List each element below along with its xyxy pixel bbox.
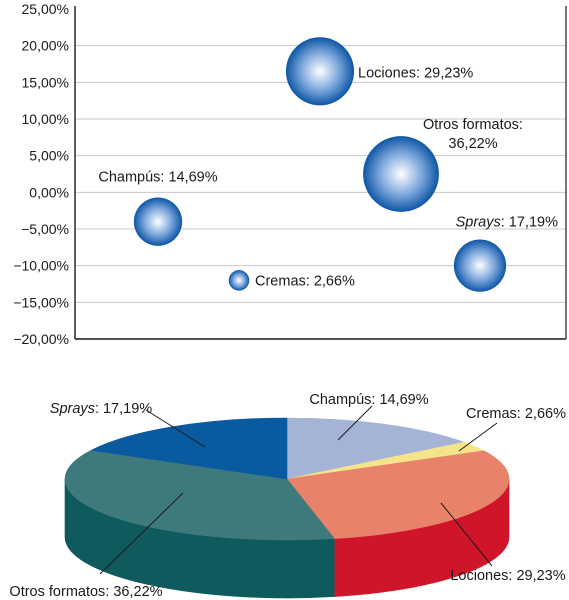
bubble-value-otros-formatos: 36,22% [448,136,497,152]
y-tick-label: 0,00% [29,184,69,200]
pie-chart: Champús: 14,69% Cremas: 2,66% Lociones: 29… [9,392,566,600]
pie-label-lociones: Lociones: 29,23% [450,568,565,584]
bubble-label-lociones: Lociones: 29,23% [358,65,473,81]
pie-label-champus: Champús: 14,69% [309,392,428,408]
bubble-label-sprays: Sprays: 17,19% [456,215,558,231]
pie-leader-otros-formatos [99,492,184,575]
pie-leader-lociones [440,502,493,567]
y-tick-label: 20,00% [22,38,69,54]
y-tick-label: 5,00% [29,148,69,164]
bubble-label-otros-formatos: Otros formatos: [423,117,523,133]
y-tick-label: 15,00% [22,74,69,90]
pie-slice-otros-formatos [64,449,335,541]
bubble-label-cremas: Cremas: 2,66% [255,273,355,289]
pie-leader-champus [337,405,373,441]
bubble-label-champus: Champús: 14,69% [98,170,217,186]
pie-label-cremas: Cremas: 2,66% [466,406,566,422]
y-tick-label: −20,00% [13,331,69,347]
pie-leader-cremas [458,422,498,452]
y-tick-label: 10,00% [22,111,69,127]
pie-label-sprays: Sprays: 17,19% [50,401,152,417]
bubble-cremas [228,270,250,291]
bubble-lociones [285,37,355,106]
pie-leader-sprays [145,409,206,448]
pie-slice-lociones [286,450,510,539]
y-tick-label: −5,00% [21,221,69,237]
pie-label-otros-formatos: Otros formatos: 36,22% [9,584,162,600]
y-tick-label: −15,00% [13,294,69,310]
bubble-chart: 25,00% 20,00% 15,00% 10,00% 5,00% 0,00% −5,00%… [13,1,567,347]
bubble-sprays [453,239,507,292]
bubble-champus [133,197,183,246]
pie-slice-champus [286,417,466,480]
bubble-otros-formatos [363,136,439,212]
y-tick-label: 25,00% [22,1,69,17]
y-tick-label: −10,00% [13,258,69,274]
